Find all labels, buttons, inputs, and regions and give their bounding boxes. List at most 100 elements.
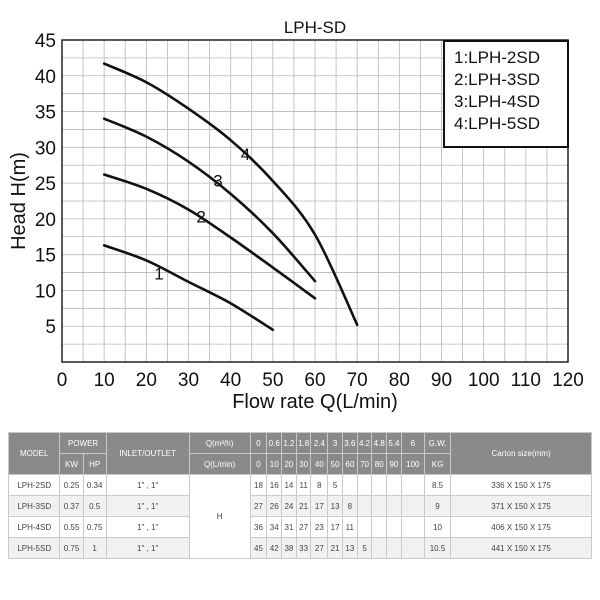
cell-head-value: 8 xyxy=(341,495,358,517)
cell-head-value: 24 xyxy=(281,495,297,517)
cell-head-value: 13 xyxy=(341,537,358,559)
table-row: LPH-3SD 0.37 0.5 1" , 1" 27 26 24 21 17 13 8 9 371 X… xyxy=(7,495,592,517)
header-q-m3h-value: 5.4 xyxy=(386,432,402,454)
cell-head-value xyxy=(371,537,388,559)
cell-head-value: 26 xyxy=(266,495,283,517)
y-axis-title: Head H(m) xyxy=(8,152,30,250)
spec-table: MODEL POWER INLET/OUTLET Q(m³/h) 0 0.6 1.2 1.8 2… xyxy=(7,432,592,559)
cell-head-value: 11 xyxy=(341,516,358,538)
header-inlet-outlet: INLET/OUTLET xyxy=(105,432,190,475)
curve-label-1: 1 xyxy=(154,265,163,284)
cell-model: LPH-3SD xyxy=(7,495,61,517)
cell-head-value: 33 xyxy=(295,537,312,559)
cell-kw: 0.25 xyxy=(59,474,84,496)
cell-head-value xyxy=(400,474,425,496)
curve-label-3: 3 xyxy=(213,172,222,191)
header-q-lmin-value: 60 xyxy=(341,453,358,475)
cell-gw: 8.5 xyxy=(423,474,452,496)
y-tick-label: 35 xyxy=(35,103,56,124)
cell-head-value: 14 xyxy=(281,474,297,496)
cell-head-value: 27 xyxy=(295,516,312,538)
tick-labels: 0 10 20 30 40 50 60 70 80 90 100 110 120 5 10 15 20 25 30 3… xyxy=(35,31,584,391)
cell-head-value: 27 xyxy=(310,537,329,559)
header-kg: KG xyxy=(423,453,452,475)
chart-title: LPH-SD xyxy=(284,18,346,37)
cell-head-value: 21 xyxy=(295,495,312,517)
header-gw: G.W. xyxy=(423,432,452,454)
y-tick-label: 40 xyxy=(35,67,56,88)
curve-3 xyxy=(102,117,317,283)
table-row: LPH-2SD 0.25 0.34 1" , 1" H 18 16 14 11 8 5 8.5 336 … xyxy=(7,474,592,559)
y-tick-label: 25 xyxy=(35,174,56,195)
x-tick-label: 30 xyxy=(178,370,199,391)
cell-model: LPH-4SD xyxy=(7,516,61,538)
cell-head-value: 36 xyxy=(249,516,268,538)
cell-head-value xyxy=(341,474,358,496)
y-tick-label: 30 xyxy=(35,138,56,159)
cell-gw: 10.5 xyxy=(423,537,452,559)
cell-head-value: 27 xyxy=(249,495,268,517)
cell-carton-size: 406 X 150 X 175 xyxy=(450,516,592,538)
legend-entry: 2:LPH-3SD xyxy=(454,70,540,89)
header-q-m3h-value: 1.8 xyxy=(295,432,312,454)
cell-carton-size: 441 X 150 X 175 xyxy=(450,537,592,559)
cell-inlet-outlet: 1" , 1" xyxy=(105,516,190,538)
cell-hp: 0.75 xyxy=(82,516,107,538)
header-q-lmin-value: 20 xyxy=(281,453,297,475)
cell-head-value xyxy=(356,516,373,538)
header-q-lmin-value: 80 xyxy=(371,453,388,475)
header-q-lmin-value: 0 xyxy=(249,453,268,475)
cell-gw: 10 xyxy=(423,516,452,538)
cell-head-value: 11 xyxy=(295,474,312,496)
cell-head-value xyxy=(400,537,425,559)
y-tick-label: 10 xyxy=(35,281,56,302)
x-tick-label: 60 xyxy=(304,370,325,391)
x-tick-label: 50 xyxy=(262,370,283,391)
header-carton-size: Carton size(mm) xyxy=(450,432,592,475)
cell-model: LPH-2SD xyxy=(7,474,61,496)
header-q-lmin-value: 50 xyxy=(327,453,343,475)
cell-head-value xyxy=(386,537,402,559)
cell-head-value xyxy=(356,495,373,517)
header-q-lmin-value: 40 xyxy=(310,453,329,475)
x-tick-label: 10 xyxy=(94,370,115,391)
header-q-m3h-value: 2.4 xyxy=(310,432,329,454)
cell-head-value xyxy=(386,474,402,496)
cell-head-value: 16 xyxy=(266,474,283,496)
cell-inlet-outlet: 1" , 1" xyxy=(105,474,190,496)
legend-entry: 3:LPH-4SD xyxy=(454,92,540,111)
cell-carton-size: 371 X 150 X 175 xyxy=(450,495,592,517)
cell-head-value xyxy=(371,495,388,517)
curve-4 xyxy=(102,62,359,327)
legend-entry: 4:LPH-5SD xyxy=(454,114,540,133)
cell-head-value xyxy=(371,474,388,496)
cell-head-value: 17 xyxy=(310,495,329,517)
header-q-m3h-value: 3.6 xyxy=(341,432,358,454)
header-q-m3h-value: 3 xyxy=(327,432,343,454)
plot-frame xyxy=(61,39,569,363)
header-q-m3h-value: 0.6 xyxy=(266,432,283,454)
cell-head-value: 5 xyxy=(327,474,343,496)
cell-head-value: 34 xyxy=(266,516,283,538)
header-q-m3h-value: 4.2 xyxy=(356,432,373,454)
header-q-m3h-value: 0 xyxy=(249,432,268,454)
table-row: LPH-5SD 0.75 1 1" , 1" 45 42 38 33 27 21 13 5 10.5 44… xyxy=(7,537,592,559)
cell-hp: 1 xyxy=(82,537,107,559)
cell-carton-size: 336 X 150 X 175 xyxy=(450,474,592,496)
cell-head-value: 8 xyxy=(310,474,329,496)
header-hp: HP xyxy=(82,453,107,475)
curve-label-2: 2 xyxy=(196,207,205,226)
curve-label-4: 4 xyxy=(241,145,250,164)
header-q-m3h-value: 4.8 xyxy=(371,432,388,454)
header-model: MODEL xyxy=(7,432,61,475)
x-tick-label: 80 xyxy=(389,370,410,391)
cell-head-value: 23 xyxy=(310,516,329,538)
cell-inlet-outlet: 1" , 1" xyxy=(105,495,190,517)
y-tick-label: 5 xyxy=(45,317,56,338)
header-q-m3h: Q(m³/h) xyxy=(188,432,251,454)
cell-head-value xyxy=(371,516,388,538)
cell-head-value: 5 xyxy=(356,537,373,559)
x-tick-label: 70 xyxy=(347,370,368,391)
cell-head-value: 13 xyxy=(327,495,343,517)
cell-hp: 0.34 xyxy=(82,474,107,496)
